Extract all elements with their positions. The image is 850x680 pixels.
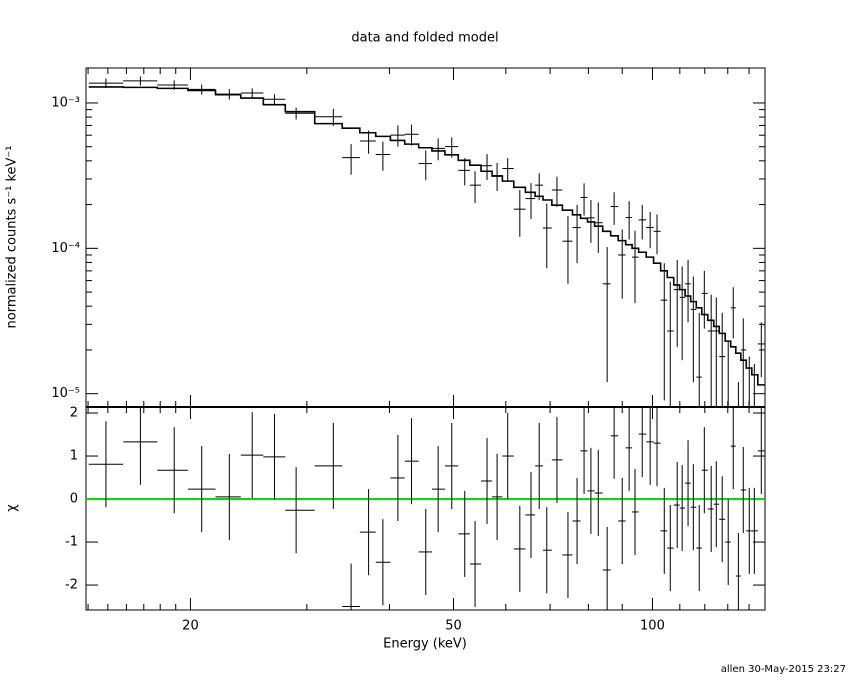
residual-y-tick-label: 1	[70, 449, 78, 464]
y-tick-label: 10⁻⁴	[51, 241, 80, 256]
x-tick-label: 20	[182, 619, 199, 634]
plot-frame	[85, 67, 766, 408]
y-axis-label: normalized counts s⁻¹ keV⁻¹	[5, 146, 20, 329]
x-axis-label: Energy (keV)	[383, 637, 467, 652]
x-tick-label: 100	[640, 619, 665, 634]
footer: allen 30-May-2015 23:27	[721, 664, 846, 675]
y-tick-label: 10⁻⁵	[51, 386, 80, 401]
residual-y-tick-label: 0	[70, 492, 78, 507]
x-tick-label: 50	[445, 619, 462, 634]
residual-y-axis-label: χ	[5, 504, 20, 512]
model-line	[88, 86, 765, 386]
chart-title: data and folded model	[351, 31, 498, 46]
residual-y-tick-label: -2	[65, 578, 78, 593]
y-tick-label: 10⁻³	[51, 95, 80, 110]
residual-y-tick-label: 2	[70, 406, 78, 421]
residual-y-tick-label: -1	[65, 535, 78, 550]
